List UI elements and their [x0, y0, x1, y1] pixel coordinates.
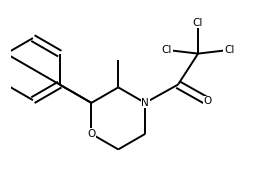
Text: Cl: Cl — [193, 18, 203, 28]
Text: Cl: Cl — [224, 45, 234, 55]
Text: O: O — [203, 96, 211, 106]
Text: O: O — [87, 129, 96, 139]
Text: Cl: Cl — [162, 45, 172, 55]
Text: N: N — [141, 98, 149, 108]
